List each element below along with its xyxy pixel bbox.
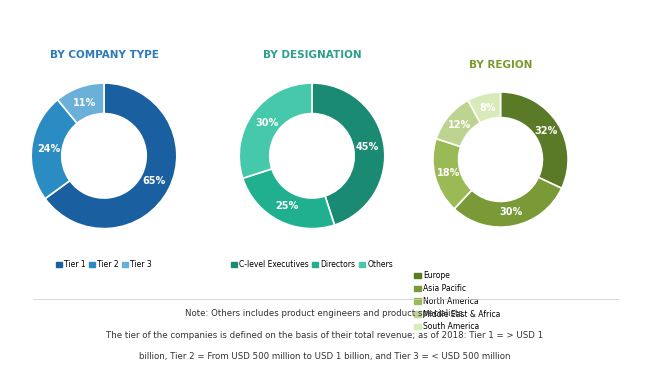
Text: 24%: 24% <box>37 144 60 154</box>
Wedge shape <box>242 169 335 229</box>
Title: BY COMPANY TYPE: BY COMPANY TYPE <box>49 50 159 60</box>
Title: BY DESIGNATION: BY DESIGNATION <box>263 50 361 60</box>
Text: 30%: 30% <box>499 207 522 217</box>
Wedge shape <box>436 100 480 147</box>
Legend: Tier 1, Tier 2, Tier 3: Tier 1, Tier 2, Tier 3 <box>53 257 155 272</box>
Wedge shape <box>500 92 568 188</box>
Wedge shape <box>468 92 500 123</box>
Text: 65%: 65% <box>142 176 166 186</box>
Wedge shape <box>454 177 562 227</box>
Wedge shape <box>433 139 472 209</box>
Wedge shape <box>312 83 385 225</box>
Text: 45%: 45% <box>356 142 379 152</box>
Text: 12%: 12% <box>448 121 471 131</box>
Text: 11%: 11% <box>73 98 97 108</box>
Text: The tier of the companies is defined on the basis of their total revenue; as of : The tier of the companies is defined on … <box>107 331 543 340</box>
Text: 30%: 30% <box>255 118 278 128</box>
Title: BY REGION: BY REGION <box>469 60 532 70</box>
Wedge shape <box>45 83 177 229</box>
Wedge shape <box>58 83 104 123</box>
Legend: C-level Executives, Directors, Others: C-level Executives, Directors, Others <box>228 257 396 272</box>
Wedge shape <box>31 100 77 198</box>
Text: billion, Tier 2 = From USD 500 million to USD 1 billion, and Tier 3 = < USD 500 : billion, Tier 2 = From USD 500 million t… <box>139 352 511 361</box>
Legend: Europe, Asia Pacific, North America, Middle East & Africa, South America: Europe, Asia Pacific, North America, Mid… <box>411 268 503 335</box>
Text: 32%: 32% <box>534 126 557 136</box>
Text: 25%: 25% <box>275 201 298 211</box>
Text: 8%: 8% <box>479 103 495 113</box>
Wedge shape <box>239 83 312 178</box>
Text: Note: Others includes product engineers and product specialists.: Note: Others includes product engineers … <box>185 309 465 318</box>
Text: 18%: 18% <box>437 168 460 178</box>
